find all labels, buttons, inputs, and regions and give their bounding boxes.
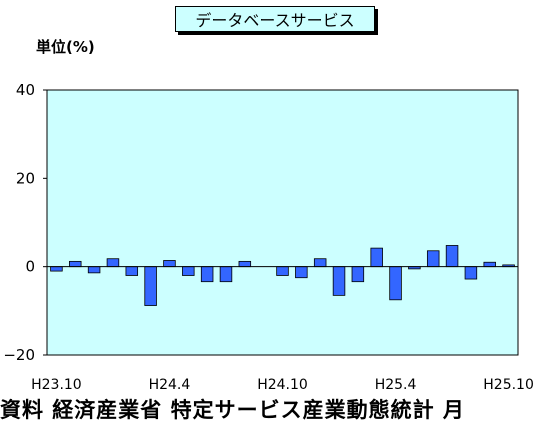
bar (144, 266, 157, 306)
y-axis-unit-label: 単位(%) (36, 38, 95, 56)
y-tick-label: 20 (16, 169, 35, 187)
bar (200, 266, 214, 283)
x-tick-label: H24.4 (149, 377, 191, 393)
x-tick-label: H23.10 (31, 377, 82, 393)
chart-title-text: データベースサービス (195, 11, 355, 30)
bar (50, 266, 63, 272)
bar (106, 258, 120, 268)
bar (426, 250, 440, 268)
bar (125, 266, 139, 276)
plot-background (46, 89, 519, 356)
bar (445, 245, 459, 268)
bar (69, 260, 82, 268)
source-note: 資料 経済産業省 特定サービス産業動態統計 月 (0, 398, 465, 422)
bar (163, 260, 176, 268)
bar (313, 258, 327, 268)
y-tick-label: 0 (25, 258, 35, 276)
bar (389, 266, 402, 301)
bar (219, 266, 233, 283)
bar (87, 266, 101, 274)
x-tick-label: H25.4 (375, 377, 417, 393)
bar (295, 266, 308, 279)
chart-title: データベースサービス (175, 6, 375, 32)
bar (332, 266, 346, 296)
y-tick-label: −20 (3, 346, 35, 364)
bar (351, 266, 365, 283)
bar (238, 260, 252, 268)
bar (483, 261, 496, 268)
bar (370, 247, 383, 268)
bar (464, 266, 478, 280)
y-tick-label: 40 (16, 81, 35, 99)
bar (182, 266, 195, 276)
bar (276, 266, 289, 276)
x-tick-label: H25.10 (483, 377, 534, 393)
x-tick-label: H24.10 (257, 377, 308, 393)
